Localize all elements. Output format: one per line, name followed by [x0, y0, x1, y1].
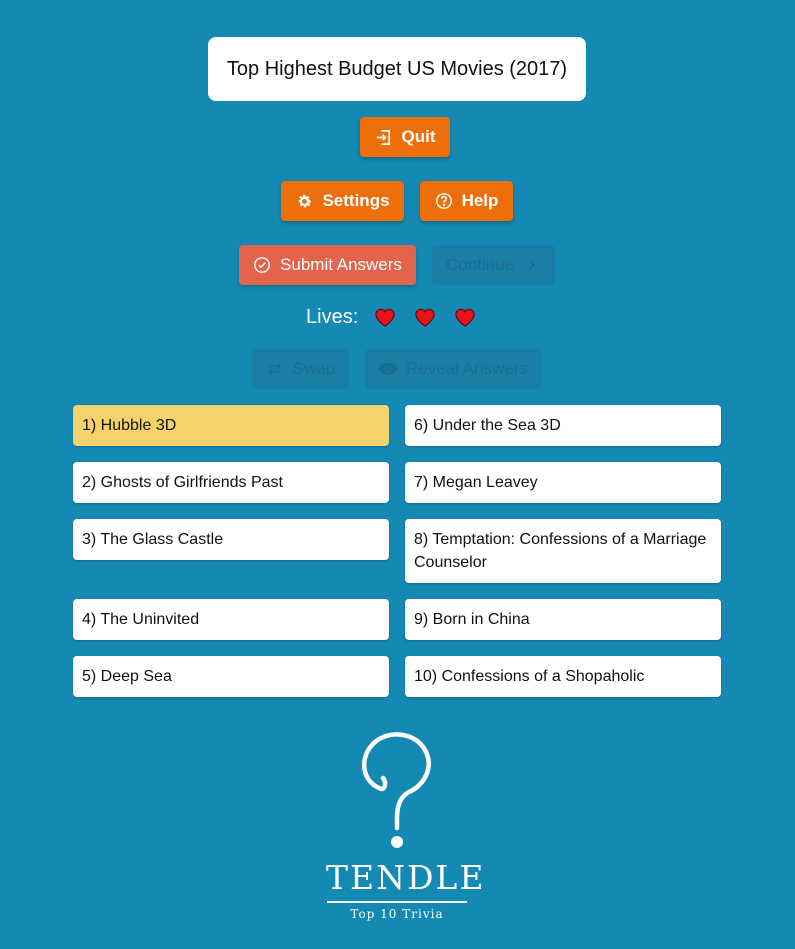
submit-label: Submit Answers — [280, 255, 402, 274]
help-label: Help — [461, 191, 499, 210]
settings-button[interactable]: Settings — [281, 181, 404, 221]
logo-name: TENDLE — [326, 858, 486, 897]
gear-icon — [295, 192, 313, 210]
heart-icon — [415, 308, 435, 327]
tendle-logo: TENDLE Top 10 Trivia — [326, 728, 486, 933]
help-button[interactable]: Help — [420, 181, 513, 221]
answer-slot-7[interactable]: 7) Megan Leavey — [405, 462, 721, 503]
exit-icon — [375, 128, 393, 146]
help-icon — [435, 192, 453, 210]
answer-slot-6[interactable]: 6) Under the Sea 3D — [405, 405, 721, 446]
answer-slot-5[interactable]: 5) Deep Sea — [73, 656, 389, 697]
logo-tagline: Top 10 Trivia — [350, 907, 444, 921]
submit-answers-button[interactable]: Submit Answers — [239, 245, 416, 285]
answer-slot-2[interactable]: 2) Ghosts of Girlfriends Past — [73, 462, 389, 503]
lives-indicator: Lives: — [306, 303, 476, 331]
swap-button[interactable]: Swap — [252, 349, 349, 389]
settings-label: Settings — [322, 191, 390, 210]
lives-label: Lives: — [306, 305, 359, 328]
logo-divider — [327, 901, 467, 903]
answer-slot-3[interactable]: 3) The Glass Castle — [73, 519, 389, 560]
answer-slot-8[interactable]: 8) Temptation: Confessions of a Marriage… — [405, 519, 721, 583]
reveal-label: Reveal Answers — [406, 359, 528, 378]
eye-icon — [379, 360, 398, 378]
game-title: Top Highest Budget US Movies (2017) — [208, 37, 586, 101]
answer-slot-10[interactable]: 10) Confessions of a Shopaholic — [405, 656, 721, 697]
chevron-right-icon — [523, 256, 541, 274]
question-mark-icon — [361, 732, 431, 848]
answer-slot-4[interactable]: 4) The Uninvited — [73, 599, 389, 640]
heart-icon — [455, 308, 475, 327]
continue-label: Continue — [445, 255, 515, 274]
answer-slot-1[interactable]: 1) Hubble 3D — [73, 405, 389, 446]
reveal-answers-button[interactable]: Reveal Answers — [365, 349, 542, 389]
swap-icon — [266, 360, 284, 378]
quit-button[interactable]: Quit — [360, 117, 450, 157]
answer-slot-9[interactable]: 9) Born in China — [405, 599, 721, 640]
quit-label: Quit — [401, 127, 436, 146]
swap-label: Swap — [292, 359, 336, 378]
answer-grid: 1) Hubble 3D 2) Ghosts of Girlfriends Pa… — [73, 405, 721, 697]
check-circle-icon — [253, 256, 271, 274]
heart-icon — [375, 308, 395, 327]
continue-button[interactable]: Continue — [432, 245, 555, 285]
